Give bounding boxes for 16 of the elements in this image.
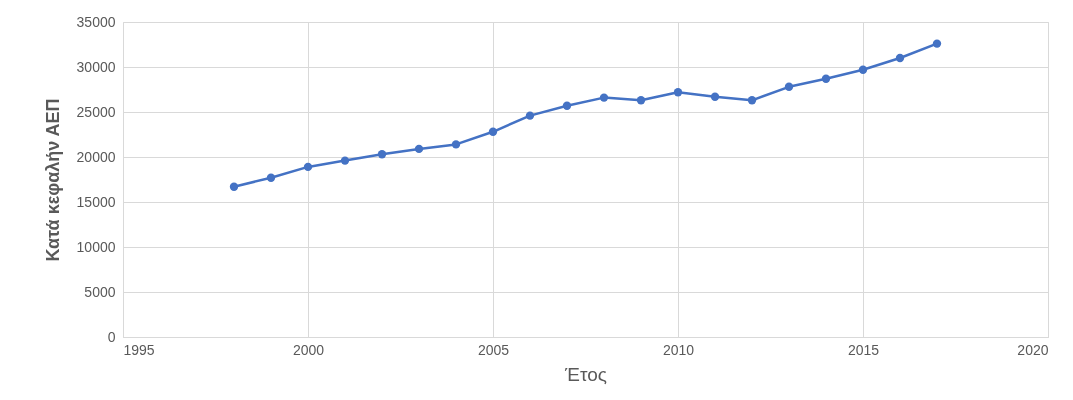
x-tick-label: 2005 [477, 341, 510, 358]
x-tick-label: 2010 [662, 341, 695, 358]
y-tick-label: 10000 [76, 238, 116, 255]
x-tick-label: 1995 [123, 341, 155, 358]
x-tick-label: 2015 [847, 341, 880, 358]
y-tick-label: 30000 [76, 58, 116, 75]
x-tick-label: 2000 [292, 341, 325, 358]
x-tick-label: 2020 [1017, 341, 1049, 358]
x-axis-title: Έτος [564, 363, 607, 385]
y-tick-label: 5000 [84, 283, 116, 300]
y-tick-label: 25000 [76, 103, 116, 120]
y-tick-label: 0 [107, 328, 116, 345]
y-axis-title: Κατά κεφαλήν ΑΕΠ [42, 98, 63, 262]
y-tick-label: 15000 [76, 193, 116, 210]
y-tick-label: 35000 [76, 13, 116, 30]
y-tick-label: 20000 [76, 148, 116, 165]
